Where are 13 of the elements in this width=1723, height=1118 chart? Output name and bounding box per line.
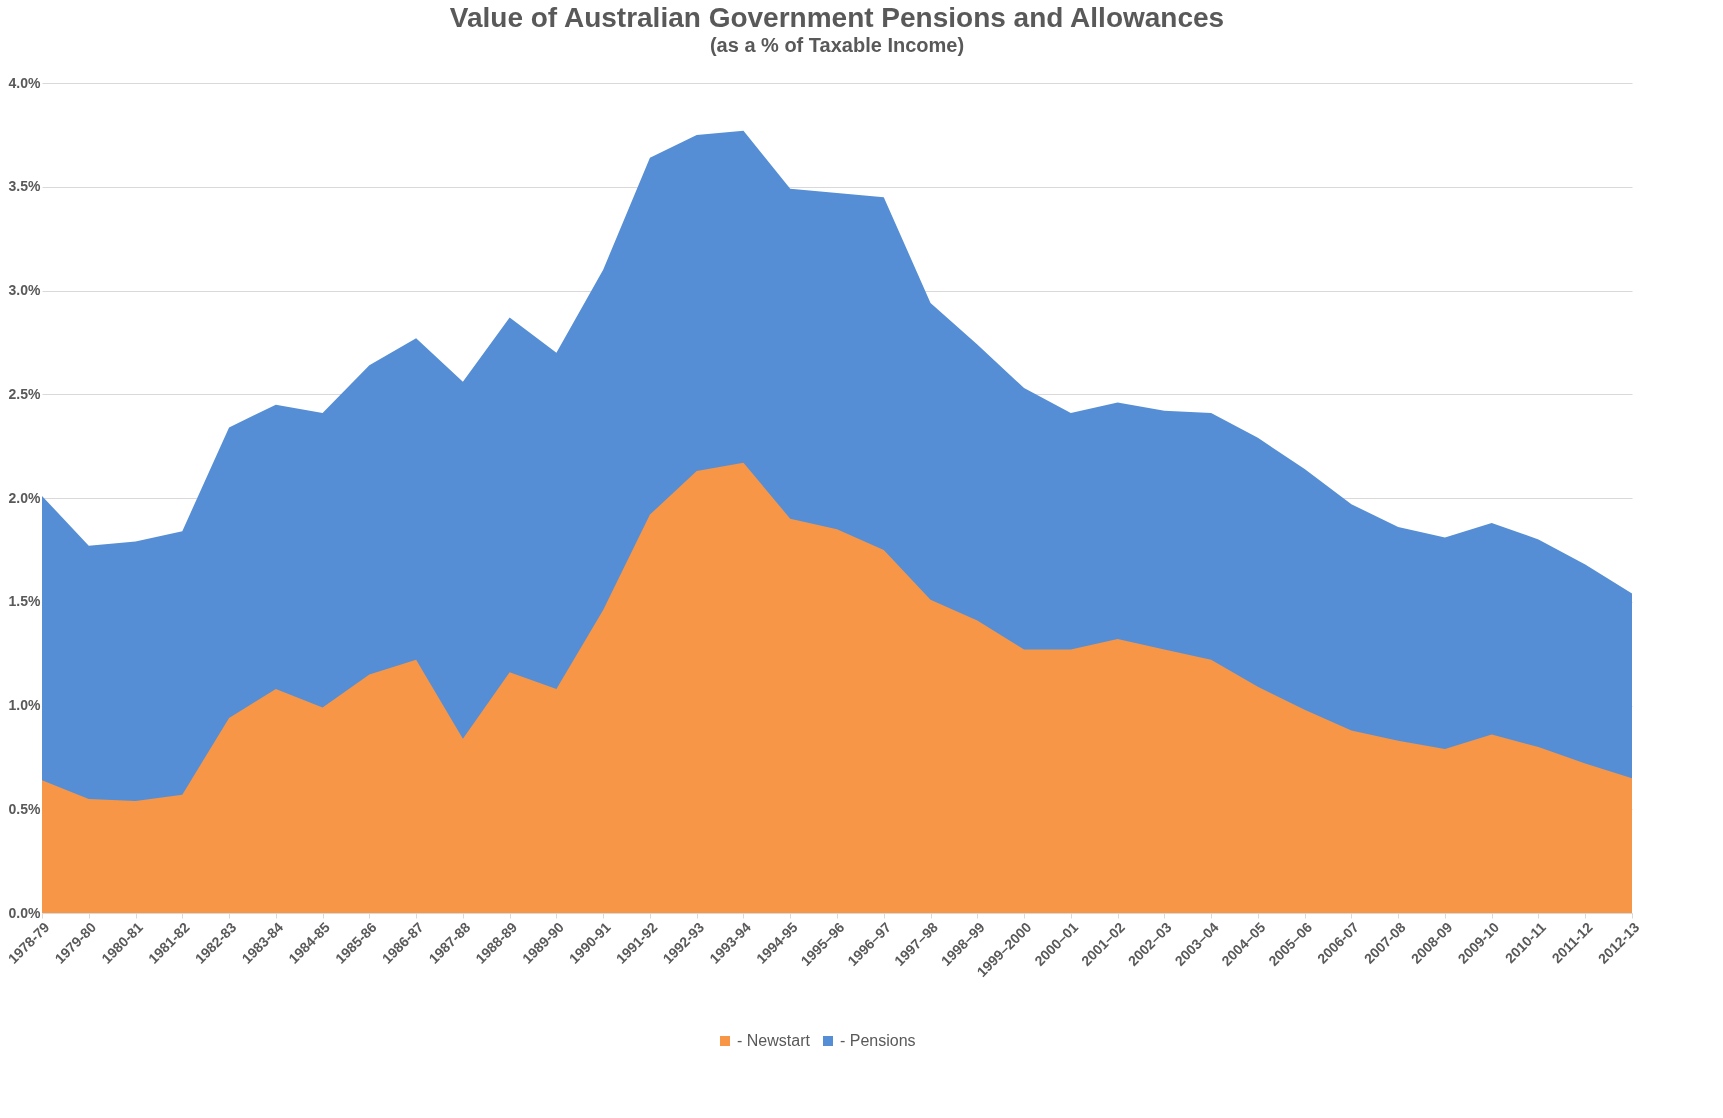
y-tick-label: 3.5% <box>8 178 42 195</box>
legend-label: - Newstart <box>737 1032 811 1049</box>
y-tick-label: 1.0% <box>8 697 42 713</box>
y-tick-label: 3.0% <box>8 282 42 298</box>
y-tick-label: 0.0% <box>8 904 42 921</box>
y-tick-label: 1.5% <box>8 593 42 610</box>
chart-title: Value of Australian Government Pensions and Allowances <box>449 2 1225 33</box>
chart-subtitle: (as a % of Taxable Income) <box>709 34 965 56</box>
y-tick-label: 2.5% <box>8 385 42 402</box>
legend-label: - Pensions <box>840 1032 916 1049</box>
y-tick-label: 2.0% <box>8 489 42 506</box>
y-tick-label: 0.5% <box>8 800 42 817</box>
y-tick-label: 4.0% <box>8 74 42 91</box>
